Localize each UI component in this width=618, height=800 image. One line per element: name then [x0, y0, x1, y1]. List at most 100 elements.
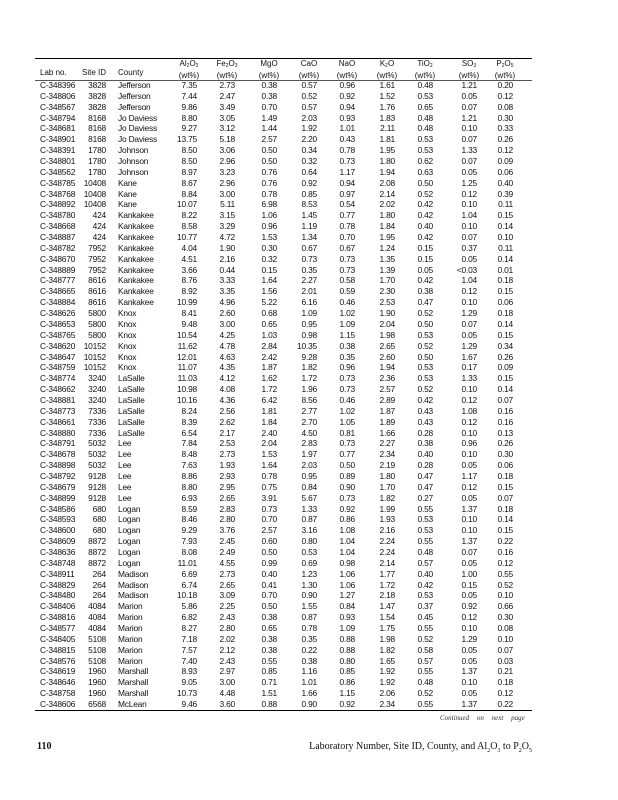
cell-county: Marion	[118, 644, 143, 655]
cell-county: Madison	[118, 579, 149, 590]
cell-fe: 3.09	[219, 590, 235, 601]
cell-county: Knox	[118, 329, 137, 340]
cell-lab: C-348777	[40, 275, 76, 286]
cell-mg: 1.03	[261, 329, 277, 340]
cell-al: 9.86	[181, 101, 197, 112]
cell-county: LaSalle	[118, 373, 145, 384]
column-header-lab: Lab no.	[40, 68, 67, 77]
cell-al: 10.07	[177, 199, 197, 210]
cell-p: 0.40	[497, 177, 513, 188]
cell-ti: 0.42	[417, 232, 433, 243]
cell-al: 8.50	[181, 156, 197, 167]
cell-p: 0.12	[497, 557, 513, 568]
table-row: C-348661 7336 LaSalle 8.39 2.62 1.84 2.70 1.05 1…	[0, 417, 618, 428]
cell-mg: 1.81	[261, 405, 277, 416]
cell-mg: 0.55	[261, 655, 277, 666]
cell-mg: 0.15	[261, 264, 277, 275]
cell-ti: 0.45	[417, 612, 433, 623]
cell-county: Kankakee	[118, 297, 154, 308]
cell-na: 1.04	[339, 536, 355, 547]
cell-ti: 0.52	[417, 688, 433, 699]
cell-al: 7.84	[181, 438, 197, 449]
cell-mg: 0.30	[261, 242, 277, 253]
cell-so: 0.10	[461, 384, 477, 395]
cell-mg: 0.50	[261, 546, 277, 557]
cell-county: Jefferson	[118, 101, 151, 112]
cell-so: 0.10	[461, 427, 477, 438]
cell-site: 7952	[88, 253, 106, 264]
cell-so: 0.10	[461, 525, 477, 536]
cell-fe: 2.49	[219, 546, 235, 557]
table-row: C-348748 8872 Logan 11.01 4.55 0.99 0.69 0.98 2.…	[0, 558, 618, 569]
cell-na: 1.05	[339, 416, 355, 427]
cell-na: 0.86	[339, 677, 355, 688]
cell-lab: C-348665	[40, 286, 76, 297]
cell-site: 8168	[88, 123, 106, 134]
cell-p: 0.18	[497, 677, 513, 688]
cell-na: 0.94	[339, 101, 355, 112]
cell-lab: C-348898	[40, 460, 76, 471]
cell-al: 7.93	[181, 536, 197, 547]
table-row: C-348636 8872 Logan 8.08 2.49 0.50 0.53 1.04 2.2…	[0, 547, 618, 558]
cell-so: 1.29	[461, 308, 477, 319]
cell-county: Lee	[118, 470, 132, 481]
cell-na: 1.15	[339, 688, 355, 699]
cell-fe: 3.29	[219, 221, 235, 232]
cell-k: 2.11	[380, 123, 395, 134]
cell-lab: C-348620	[40, 340, 76, 351]
cell-p: 0.16	[497, 416, 513, 427]
cell-al: 11.62	[177, 340, 198, 351]
cell-p: 0.39	[497, 188, 513, 199]
cell-al: 8.92	[181, 286, 197, 297]
cell-lab: C-348901	[40, 134, 76, 145]
cell-al: 9.46	[181, 699, 197, 710]
cell-al: 11.01	[177, 557, 198, 568]
cell-ti: 0.50	[417, 318, 433, 329]
cell-ti: 0.53	[417, 514, 433, 525]
cell-ca: 4.50	[301, 427, 317, 438]
cell-ca: 2.01	[301, 286, 317, 297]
cell-lab: C-348406	[40, 601, 76, 612]
cell-p: 0.03	[497, 655, 513, 666]
cell-na: 1.06	[339, 568, 355, 579]
cell-county: Kankakee	[118, 210, 154, 221]
cell-ti: 0.52	[417, 633, 433, 644]
cell-county: Logan	[118, 557, 141, 568]
cell-lab: C-348899	[40, 492, 76, 503]
cell-so: 0.12	[461, 286, 477, 297]
cell-ti: 0.57	[417, 655, 433, 666]
column-unit: (wt%)	[336, 71, 358, 80]
cell-p: 0.10	[497, 232, 513, 243]
cell-site: 264	[92, 568, 107, 579]
cell-ca: 0.80	[301, 536, 317, 547]
cell-site: 5108	[88, 644, 106, 655]
cell-so: 1.04	[461, 210, 477, 221]
cell-al: 8.86	[181, 470, 197, 481]
cell-county: Kankakee	[118, 221, 154, 232]
cell-k: 2.60	[379, 351, 395, 362]
cell-na: 0.93	[339, 612, 355, 623]
cell-ti: 0.50	[417, 177, 433, 188]
cell-county: Knox	[118, 318, 137, 329]
cell-ti: 0.53	[417, 90, 433, 101]
cell-na: 0.46	[339, 297, 355, 308]
cell-mg: 0.71	[261, 677, 277, 688]
cell-p: 0.06	[497, 166, 513, 177]
caption-sub: 5	[529, 748, 532, 754]
cell-site: 8616	[88, 275, 106, 286]
cell-site: 7336	[88, 405, 106, 416]
cell-p: 0.21	[497, 666, 513, 677]
cell-ca: 1.23	[301, 568, 317, 579]
cell-mg: 0.96	[261, 221, 277, 232]
cell-al: 8.59	[181, 503, 197, 514]
cell-county: Johnson	[118, 145, 149, 156]
cell-p: 0.20	[497, 80, 513, 90]
cell-site: 5108	[88, 633, 106, 644]
cell-so: 0.10	[461, 123, 477, 134]
table-row: C-348405 5108 Marion 7.18 2.02 0.38 0.35 0.88 1.…	[0, 634, 618, 645]
cell-k: 2.65	[379, 340, 395, 351]
cell-so: 1.25	[461, 177, 477, 188]
cell-p: 0.14	[497, 384, 513, 395]
cell-mg: 0.41	[261, 579, 277, 590]
cell-mg: 2.84	[261, 340, 277, 351]
